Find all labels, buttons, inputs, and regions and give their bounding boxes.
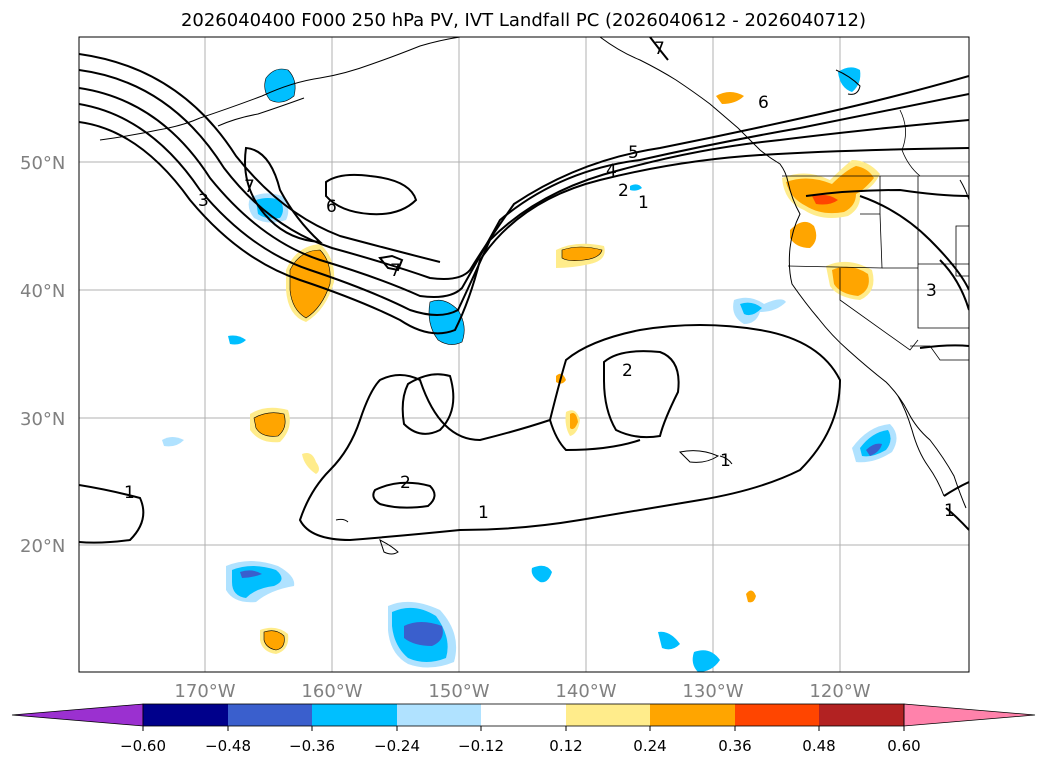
- colorbar-tick-label: 0.36: [718, 737, 751, 755]
- colorbar-segment: [650, 704, 735, 726]
- lon-label: 140°W: [555, 681, 616, 702]
- contour-label: 3: [198, 191, 209, 211]
- colorbar-segment: [397, 704, 481, 726]
- contour-label: 5: [628, 143, 639, 163]
- colorbar-tick-label: −0.24: [374, 737, 420, 755]
- lat-label: 40°N: [20, 281, 65, 302]
- colorbar-segment: [735, 704, 819, 726]
- lat-label: 30°N: [20, 409, 65, 430]
- colorbar-min-extend: [11, 703, 144, 727]
- contour-label: 7: [390, 261, 401, 281]
- colorbar: −0.60 −0.48 −0.36 −0.24 −0.12 0.12 0.24 …: [11, 703, 1036, 755]
- contour-label: 2: [400, 473, 411, 493]
- colorbar-segment: [228, 704, 312, 726]
- latitude-labels: 50°N 40°N 30°N 20°N: [20, 153, 65, 557]
- contour-label: 1: [478, 503, 489, 523]
- colorbar-tick-label: −0.60: [120, 737, 166, 755]
- colorbar-tick-label: −0.36: [289, 737, 335, 755]
- colorbar-tick-label: 0.60: [887, 737, 920, 755]
- pv-contours: [79, 37, 969, 544]
- colorbar-segment: [312, 704, 397, 726]
- lat-label: 50°N: [20, 153, 65, 174]
- contour-label: 1: [124, 483, 135, 503]
- contour-label: 7: [244, 177, 255, 197]
- lat-label: 20°N: [20, 536, 65, 557]
- pv-contour-labels: 1 2 4 5 6 3 7 6 7 2 2 1 1 1 1 3 7: [124, 39, 955, 523]
- map-area: [79, 37, 969, 672]
- lon-label: 170°W: [174, 681, 235, 702]
- colorbar-max-extend: [903, 703, 1036, 727]
- lon-label: 160°W: [301, 681, 362, 702]
- lon-label: 120°W: [809, 681, 870, 702]
- gridlines: [79, 37, 969, 672]
- coastlines: [99, 37, 969, 555]
- contour-label: 1: [720, 451, 731, 471]
- colorbar-tick-label: −0.12: [458, 737, 504, 755]
- colorbar-tick-label: 0.12: [549, 737, 582, 755]
- contour-label: 1: [638, 193, 649, 213]
- map-title: 2026040400 F000 250 hPa PV, IVT Landfall…: [180, 10, 867, 31]
- lon-label: 130°W: [682, 681, 743, 702]
- contour-label: 6: [326, 197, 337, 217]
- colorbar-segment: [143, 704, 228, 726]
- colorbar-tick-label: 0.24: [633, 737, 666, 755]
- colorbar-segment: [566, 704, 650, 726]
- map-frame: [78, 36, 970, 673]
- contour-label: 2: [618, 181, 629, 201]
- colorbar-tick-label: −0.48: [205, 737, 251, 755]
- political-borders: [782, 109, 969, 361]
- contour-label: 2: [622, 361, 633, 381]
- contour-label: 7: [654, 39, 665, 59]
- ivt-negative-anomalies: [162, 67, 897, 672]
- contour-label: 6: [758, 93, 769, 113]
- colorbar-segment: [481, 704, 566, 726]
- colorbar-segment: [819, 704, 904, 726]
- colorbar-tick-label: 0.48: [802, 737, 835, 755]
- lon-label: 150°W: [428, 681, 489, 702]
- contour-label: 1: [944, 501, 955, 521]
- contour-label: 3: [926, 281, 937, 301]
- longitude-labels: 170°W 160°W 150°W 140°W 130°W 120°W: [174, 681, 870, 702]
- contour-label: 4: [606, 161, 617, 181]
